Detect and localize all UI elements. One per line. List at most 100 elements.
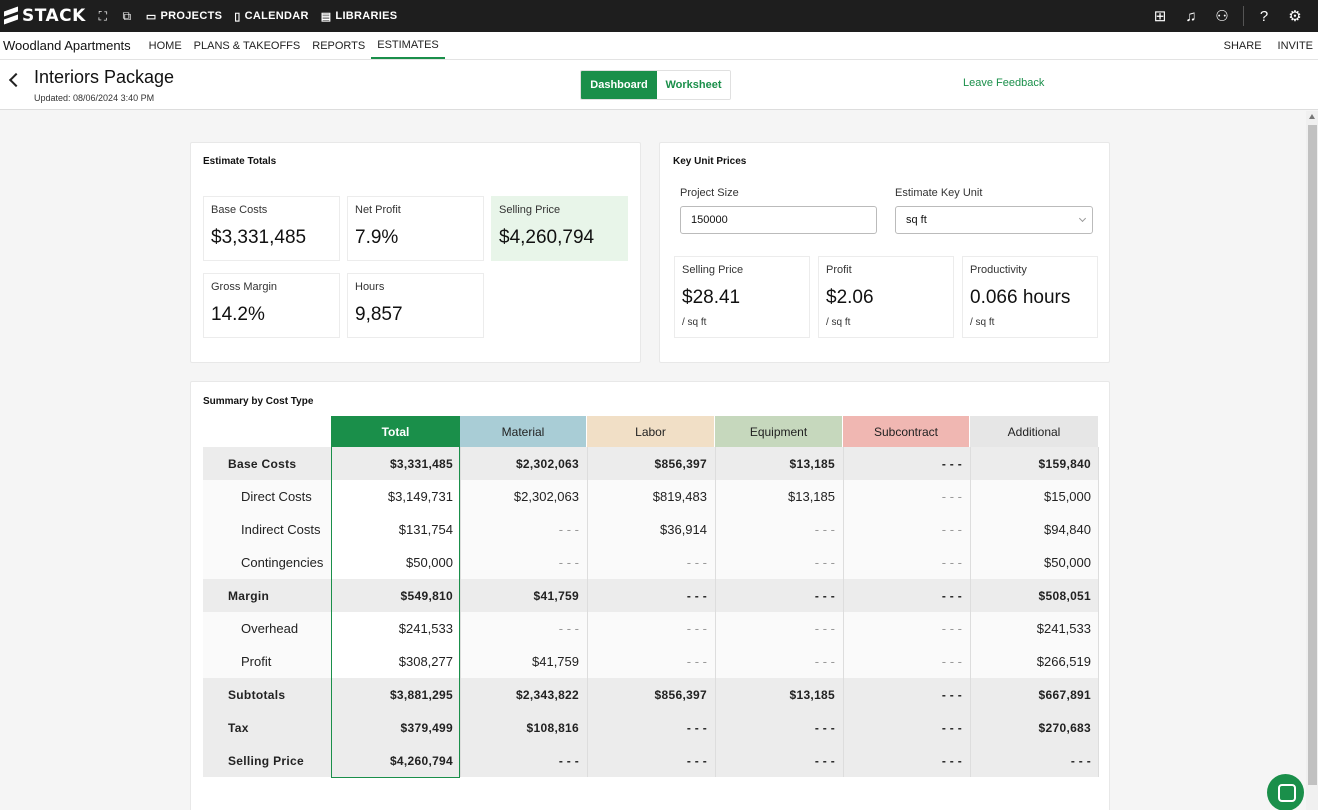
hours-value: 9,857 xyxy=(355,304,403,325)
scroll-thumb[interactable] xyxy=(1308,125,1317,785)
table-row: Profit $308,277 $41,759 - - - - - - - - - $266… xyxy=(203,645,1098,678)
unit-profit-label: Profit xyxy=(826,264,852,276)
cell-subcontract: - - - xyxy=(941,588,962,603)
library-icon: ▤ xyxy=(320,10,332,23)
estimate-totals-title: Estimate Totals xyxy=(203,156,277,167)
cell-equipment: - - - xyxy=(814,654,835,669)
tab-estimates[interactable]: ESTIMATES xyxy=(371,32,445,59)
base-costs-value: $3,331,485 xyxy=(211,227,307,248)
nav-projects[interactable]: ▭ PROJECTS xyxy=(146,10,222,23)
cell-additional: - - - xyxy=(1070,753,1091,768)
cell-subcontract: - - - xyxy=(941,720,962,735)
cell-equipment: - - - xyxy=(814,588,835,603)
cell-equipment: - - - xyxy=(814,555,835,570)
help-icon[interactable]: ? xyxy=(1259,7,1269,25)
nav-libraries[interactable]: ▤ LIBRARIES xyxy=(321,10,398,23)
page-scrollbar[interactable] xyxy=(1306,111,1318,810)
column-header-total: Total xyxy=(331,416,460,447)
cell-labor: $856,397 xyxy=(654,687,707,702)
cell-labor: - - - xyxy=(686,588,707,603)
nav-calendar[interactable]: ▯ CALENDAR xyxy=(234,10,308,23)
share-button[interactable]: SHARE xyxy=(1223,39,1262,52)
cell-labor: - - - xyxy=(686,621,707,636)
stack-logo[interactable]: STACK xyxy=(3,6,86,26)
project-size-input[interactable]: 150000 xyxy=(680,206,877,234)
cell-additional: $667,891 xyxy=(1038,687,1091,702)
open-external-icon[interactable]: ⧉ xyxy=(122,8,132,23)
table-row: Selling Price $4,260,794 - - - - - - - - - - … xyxy=(203,744,1098,777)
estimate-key-unit-select[interactable]: sq ft xyxy=(895,206,1093,234)
table-row: Margin $549,810 $41,759 - - - - - - - - - $508… xyxy=(203,579,1098,612)
row-label: Selling Price xyxy=(228,753,304,768)
cell-total: $549,810 xyxy=(331,579,460,612)
net-profit-label: Net Profit xyxy=(355,204,401,216)
cell-material: $41,759 xyxy=(532,654,579,669)
key-unit-prices-card: Key Unit Prices Project Size 150000 Esti… xyxy=(659,142,1110,363)
table-row: Indirect Costs $131,754 - - - $36,914 - - - -… xyxy=(203,513,1098,546)
estimate-key-unit-value: sq ft xyxy=(906,214,927,226)
column-divider xyxy=(843,447,844,777)
table-row: Tax $379,499 $108,816 - - - - - - - - - $270,6… xyxy=(203,711,1098,744)
users-icon[interactable]: ⚇ xyxy=(1215,8,1229,25)
cell-equipment: - - - xyxy=(814,753,835,768)
cell-labor: - - - xyxy=(686,720,707,735)
selling-price-stat: Selling Price $4,260,794 xyxy=(491,196,628,261)
summary-title: Summary by Cost Type xyxy=(203,396,314,407)
stack-logo-icon xyxy=(3,6,19,26)
unit-profit-value: $2.06 xyxy=(826,287,874,308)
row-label: Contingencies xyxy=(241,555,324,570)
user-settings-icon[interactable]: ⚙ xyxy=(1288,8,1302,25)
cell-labor: $856,397 xyxy=(654,456,707,471)
cell-labor: $819,483 xyxy=(652,489,707,504)
cell-additional: $270,683 xyxy=(1038,720,1091,735)
cell-material: $108,816 xyxy=(526,720,579,735)
cell-subcontract: - - - xyxy=(941,555,962,570)
column-header-subcontract: Subcontract xyxy=(843,416,969,447)
dashboard-tab[interactable]: Dashboard xyxy=(581,71,657,99)
cell-total: $131,754 xyxy=(331,513,460,546)
cell-subcontract: - - - xyxy=(941,753,962,768)
toolbar-divider xyxy=(1243,6,1244,26)
unit-selling-price-label: Selling Price xyxy=(682,264,744,276)
cell-material: - - - xyxy=(558,621,579,636)
project-navigation: Woodland Apartments HOME PLANS & TAKEOFF… xyxy=(0,32,1318,60)
column-divider xyxy=(587,447,588,777)
worksheet-tab[interactable]: Worksheet xyxy=(657,71,730,99)
fullscreen-icon[interactable]: ⛶ xyxy=(98,8,108,23)
estimate-key-unit-label: Estimate Key Unit xyxy=(895,187,983,199)
cell-equipment: $13,185 xyxy=(788,489,835,504)
net-profit-value: 7.9% xyxy=(355,227,399,248)
row-label: Profit xyxy=(241,654,272,669)
cell-additional: $266,519 xyxy=(1036,654,1091,669)
cell-subcontract: - - - xyxy=(941,621,962,636)
tab-plans-takeoffs[interactable]: PLANS & TAKEOFFS xyxy=(193,39,301,52)
leave-feedback-link[interactable]: Leave Feedback xyxy=(963,77,1045,89)
estimate-totals-card: Estimate Totals Base Costs $3,331,485 Ne… xyxy=(190,142,641,363)
unit-selling-price-unit: / sq ft xyxy=(682,317,707,328)
bell-icon[interactable]: ♫ xyxy=(1185,7,1197,25)
tab-reports[interactable]: REPORTS xyxy=(312,39,366,52)
gift-icon[interactable]: ⊞ xyxy=(1153,8,1167,25)
cell-material: $2,343,822 xyxy=(515,687,579,702)
cell-additional: $241,533 xyxy=(1036,621,1091,636)
cell-additional: $508,051 xyxy=(1038,588,1091,603)
table-row: Direct Costs $3,149,731 $2,302,063 $819,483… xyxy=(203,480,1098,513)
chat-icon[interactable] xyxy=(1267,774,1304,810)
project-name[interactable]: Woodland Apartments xyxy=(3,38,131,53)
cell-equipment: $13,185 xyxy=(789,456,835,471)
cell-subcontract: - - - xyxy=(941,456,962,471)
back-arrow-icon[interactable] xyxy=(6,69,22,89)
cell-labor: - - - xyxy=(686,555,707,570)
column-header-labor: Labor xyxy=(587,416,714,447)
gross-margin-label: Gross Margin xyxy=(211,281,278,293)
cell-total: $308,277 xyxy=(331,645,460,678)
scroll-up-arrow-icon[interactable] xyxy=(1309,114,1315,119)
invite-button[interactable]: INVITE xyxy=(1277,39,1313,52)
column-header-equipment: Equipment xyxy=(715,416,842,447)
cell-subcontract: - - - xyxy=(941,654,962,669)
productivity-stat: Productivity 0.066 hours / sq ft xyxy=(962,256,1098,338)
selling-price-label: Selling Price xyxy=(499,204,561,216)
tab-home[interactable]: HOME xyxy=(148,39,182,52)
productivity-value: 0.066 hours xyxy=(970,287,1071,308)
cell-material: - - - xyxy=(558,555,579,570)
